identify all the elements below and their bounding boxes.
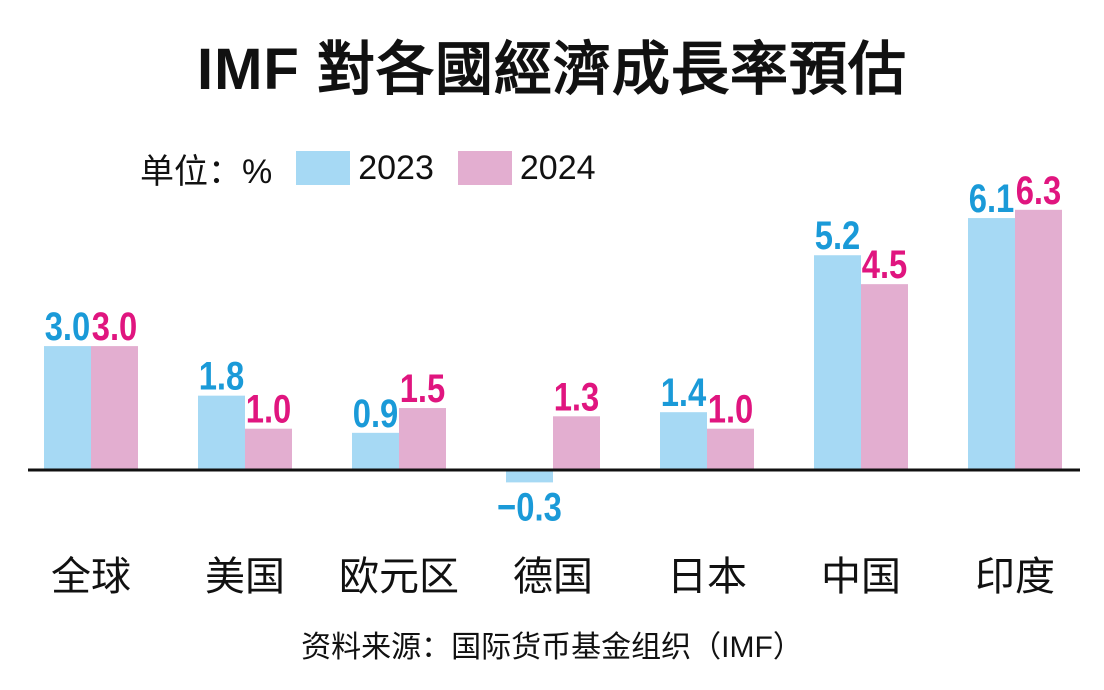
legend-swatch-2023 bbox=[296, 151, 351, 185]
bar-2023-2 bbox=[352, 432, 399, 470]
bar-2024-0 bbox=[91, 346, 138, 470]
data-label-2024-5: 4.5 bbox=[862, 242, 908, 287]
data-label-2024-1: 1.0 bbox=[246, 387, 292, 432]
bar-2023-1 bbox=[198, 395, 245, 470]
legend-label-2024: 2024 bbox=[519, 148, 596, 187]
category-label: 德国 bbox=[513, 555, 593, 599]
data-label-2024-4: 1.0 bbox=[708, 387, 754, 432]
source-note: 资料来源：国际货币基金组织（IMF） bbox=[301, 631, 803, 664]
bar-2024-1 bbox=[245, 428, 292, 470]
category-label: 全球 bbox=[51, 555, 131, 599]
bar-2023-0 bbox=[44, 346, 91, 470]
bar-2024-4 bbox=[707, 428, 754, 470]
data-label-2024-6: 6.3 bbox=[1016, 168, 1062, 213]
category-label: 中国 bbox=[821, 555, 901, 599]
bar-2023-6 bbox=[968, 218, 1015, 470]
bar-2023-4 bbox=[660, 412, 707, 470]
legend: 单位：% 2023 2024 bbox=[140, 148, 596, 191]
bar-2024-6 bbox=[1015, 209, 1062, 470]
bar-2024-5 bbox=[861, 284, 908, 470]
data-label-2023-2: 0.9 bbox=[353, 391, 399, 436]
legend-swatch-2024 bbox=[457, 151, 512, 185]
data-label-2023-0: 3.0 bbox=[45, 304, 91, 349]
data-label-2023-3: −0.3 bbox=[497, 484, 562, 529]
data-label-2023-4: 1.4 bbox=[661, 370, 707, 415]
bar-2023-5 bbox=[814, 255, 861, 470]
category-label: 美国 bbox=[205, 555, 285, 599]
category-label: 印度 bbox=[975, 555, 1055, 599]
legend-label-2023: 2023 bbox=[358, 148, 434, 187]
data-label-2024-0: 3.0 bbox=[92, 304, 138, 349]
data-label-2023-1: 1.8 bbox=[199, 354, 245, 399]
bar-2024-2 bbox=[399, 408, 446, 470]
bar-2023-3 bbox=[506, 470, 553, 483]
category-label: 欧元区 bbox=[339, 555, 459, 599]
bar-2024-3 bbox=[553, 416, 600, 470]
category-label: 日本 bbox=[667, 555, 747, 599]
chart-title: IMF 對各國經濟成長率預估 bbox=[197, 37, 907, 102]
data-label-2024-2: 1.5 bbox=[400, 366, 446, 411]
data-label-2023-6: 6.1 bbox=[969, 176, 1015, 221]
data-label-2024-3: 1.3 bbox=[554, 374, 600, 419]
data-label-2023-5: 5.2 bbox=[815, 213, 861, 258]
unit-label: 单位：% bbox=[140, 152, 273, 191]
